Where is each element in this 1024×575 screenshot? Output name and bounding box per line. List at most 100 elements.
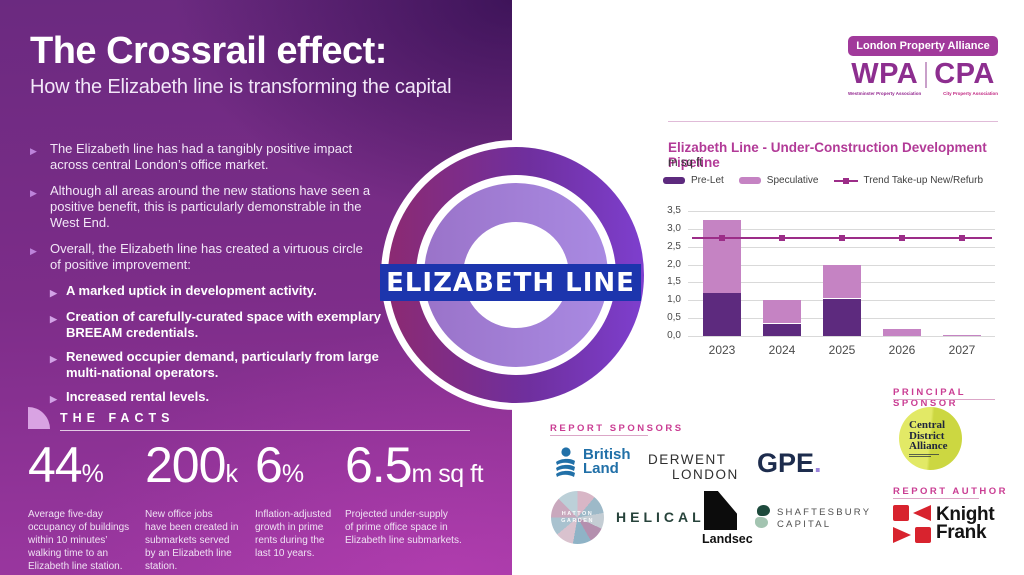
fact-suffix: % (281, 460, 304, 488)
london-property-alliance-logo: London Property Alliance WPA CPA Westmin… (848, 36, 998, 96)
legend-item-trend: Trend Take-up New/Refurb (833, 175, 983, 186)
bullet-item: ▶ Overall, the Elizabeth line has created… (30, 241, 415, 273)
sub-bullet-item: ▶ Renewed occupier demand, particularly f… (50, 349, 415, 381)
fact-item: 6.5m sq ft Projected under-supply of prim… (345, 440, 495, 573)
y-tick-label: 0,5 (667, 312, 681, 324)
legend-label: Pre-Let (691, 175, 724, 186)
hatton-garden-logo: HATTON GARDEN (551, 491, 604, 544)
hatton-line2: GARDEN (561, 517, 594, 524)
helical-logo: HELICAL (616, 509, 705, 525)
trend-marker (899, 234, 905, 241)
gridline (688, 246, 995, 248)
central-district-alliance-logo: Central District Alliance (899, 407, 962, 470)
derwent-line1: DERWENT (648, 452, 727, 467)
shaftesbury-line1: SHAFTESBURY (777, 507, 872, 518)
wpa-subtext: Westminster Property Association (848, 91, 922, 96)
fact-description: New office jobs have been created in sub… (145, 509, 239, 572)
fact-suffix: k (225, 460, 238, 488)
bullet-item: ▶ Although all areas around the new stati… (30, 183, 415, 231)
sub-bullet-item: ▶ Creation of carefully-curated space wit… (50, 309, 415, 341)
prelet-swatch-icon (663, 177, 685, 184)
bar-segment-speculative (763, 300, 801, 324)
bar-segment-speculative (883, 328, 921, 336)
chart-legend: Pre-Let Speculative Trend Take-up New/Re… (663, 175, 983, 186)
y-tick-label: 0,0 (667, 330, 681, 341)
lpa-banner: London Property Alliance (848, 36, 998, 56)
landsec-icon (704, 491, 737, 530)
british-land-logo: British Land (553, 446, 631, 478)
legend-label: Speculative (766, 175, 819, 186)
shaftesbury-line2: CAPITAL (777, 519, 832, 530)
y-tick-label: 2,0 (667, 258, 681, 270)
chart-title: Elizabeth Line - Under-Construction Deve… (668, 140, 987, 170)
gpe-logo: GPE. (757, 448, 822, 479)
x-tick-label: 2023 (708, 343, 736, 357)
legend-item-prelet: Pre-Let (663, 175, 724, 186)
shaftesbury-leaf-icon (755, 505, 771, 529)
facts-underline (60, 430, 470, 431)
x-tick-label: 2027 (948, 343, 976, 357)
bullet-arrow-icon: ▶ (50, 314, 57, 324)
bar-segment-speculative (943, 334, 981, 336)
hatton-line1: HATTON (561, 510, 594, 517)
bar-segment-prelet (823, 298, 861, 336)
cda-tagline-rule (909, 453, 939, 455)
cda-line1: Central (909, 419, 946, 431)
bullet-arrow-icon: ▶ (30, 246, 37, 256)
page-subtitle: How the Elizabeth line is transforming t… (30, 76, 452, 98)
chart-unit-label: m sq ft (668, 157, 703, 169)
y-tick-label: 3,5 (667, 205, 681, 216)
report-author-heading: REPORT AUTHOR (893, 486, 1009, 497)
sub-bullet-item: ▶ Increased rental levels. (50, 389, 415, 407)
shaftesbury-capital-logo: SHAFTESBURY CAPITAL (755, 505, 871, 531)
fact-description: Inflation-adjusted growth in prime rents… (255, 509, 332, 559)
fact-value: 6 (255, 437, 283, 493)
bullet-text: Creation of carefully-curated space with… (66, 309, 381, 340)
y-tick-label: 1,0 (667, 294, 681, 306)
gridline (688, 228, 995, 230)
y-tick-label: 3,0 (667, 222, 681, 234)
bullet-arrow-icon: ▶ (30, 146, 37, 156)
bar-segment-speculative (823, 264, 861, 299)
bullet-text: Increased rental levels. (66, 389, 210, 404)
fact-value: 44 (28, 437, 83, 493)
fact-suffix: % (81, 460, 104, 488)
derwent-london-logo: DERWENT LONDON (648, 452, 739, 482)
knight-frank-line2: Frank (936, 522, 987, 543)
knight-frank-icon (893, 505, 931, 543)
x-tick-label: 2026 (888, 343, 916, 357)
fact-suffix: m sq ft (411, 460, 484, 488)
bar-segment-prelet (703, 293, 741, 336)
lpa-divider (925, 61, 928, 88)
cpa-wordmark: CPA (934, 58, 995, 90)
principal-sponsor-heading: PRINCIPAL SPONSOR (893, 387, 966, 409)
principal-sponsor-underline (893, 399, 995, 400)
fact-number: 44% (28, 440, 135, 501)
gridline (688, 211, 995, 212)
landsec-wordmark: Landsec (702, 532, 753, 546)
trend-marker (779, 234, 785, 241)
speculative-swatch-icon (738, 177, 761, 184)
bar-chart-plot: 0,0 0,5 1,0 1,5 2,0 2,5 3,0 3,5 2023 2024 2025 2026… (655, 203, 1005, 363)
chart-top-divider (668, 121, 998, 122)
bar-segment-prelet (763, 323, 801, 336)
knight-frank-logo: Knight Frank (893, 504, 995, 544)
trend-marker (719, 234, 725, 241)
cpa-subtext: City Property Association (943, 91, 998, 96)
fact-value: 200 (145, 437, 226, 493)
wpa-wordmark: WPA (851, 58, 919, 90)
bullet-text: A marked uptick in development activity. (66, 283, 317, 298)
bullet-text: Renewed occupier demand, particularly fr… (66, 349, 379, 380)
fact-item: 6% Inflation-adjusted growth in prime ren… (255, 440, 345, 573)
facts-heading: THE FACTS (60, 411, 175, 425)
bullet-text: The Elizabeth line has had a tangibly po… (50, 141, 353, 172)
report-sponsors-heading: REPORT SPONSORS (550, 423, 684, 434)
british-land-icon (556, 447, 575, 477)
bullet-list: ▶ The Elizabeth line has had a tangibly p… (30, 141, 415, 415)
bullet-item: ▶ The Elizabeth line has had a tangibly p… (30, 141, 415, 173)
roundel-label: ELIZABETH LINE (386, 267, 635, 298)
elizabeth-line-roundel-bar: ELIZABETH LINE (380, 264, 641, 301)
fact-value: 6.5 (345, 437, 413, 493)
bullet-arrow-icon: ▶ (50, 394, 57, 404)
